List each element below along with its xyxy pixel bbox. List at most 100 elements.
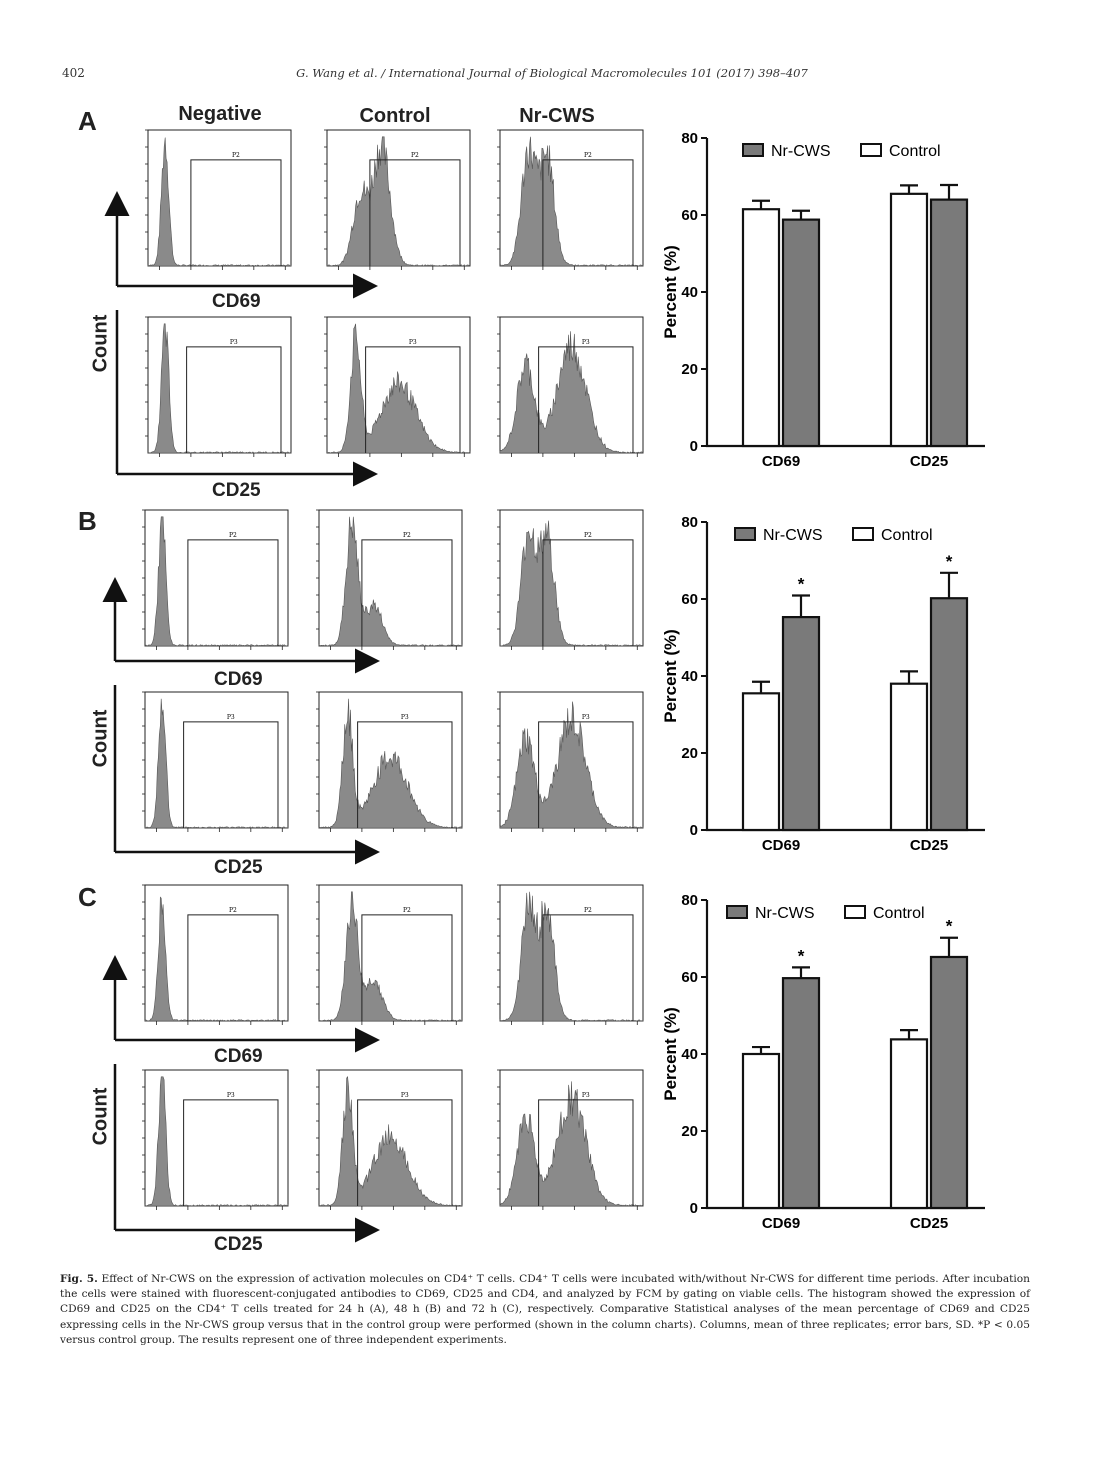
svg-text:P2: P2 <box>232 152 240 159</box>
svg-text:P3: P3 <box>401 714 409 721</box>
caption-text: Effect of Nr-CWS on the expression of ac… <box>60 1273 1030 1346</box>
svg-text:P2: P2 <box>229 907 237 914</box>
error-bar <box>900 1029 918 1040</box>
column-title-negative: Negative <box>178 103 262 125</box>
histogram-plot: P3 <box>490 690 645 840</box>
error-bar <box>900 670 918 684</box>
bar-chart-b: 0 20 40 60 80 Percent (%) * CD69 * CD25 Nr-CWS Cont… <box>655 512 995 867</box>
axis-label-cd25-b: CD25 <box>214 857 263 878</box>
bar-control-cd69 <box>741 692 781 832</box>
svg-text:P2: P2 <box>403 907 411 914</box>
category-label: CD25 <box>910 453 948 470</box>
y-tick-label: 40 <box>681 668 698 685</box>
panel-letter-b: B <box>78 506 97 536</box>
bar-control-cd69 <box>741 1052 781 1210</box>
bar-nr-cws-cd69 <box>781 615 821 832</box>
y-tick-label: 60 <box>681 591 698 608</box>
category-label: CD69 <box>762 837 800 854</box>
y-tick-label: 60 <box>681 969 698 986</box>
histogram-plot: P3 <box>138 315 293 465</box>
y-tick-label: 80 <box>681 892 698 909</box>
svg-text:P3: P3 <box>582 714 590 721</box>
category-label: CD25 <box>910 837 948 854</box>
histogram-plot: P2 <box>309 508 464 658</box>
page-header: 402 G. Wang et al. / International Journ… <box>62 66 1042 84</box>
panel-letter-a: A <box>78 106 97 136</box>
bar-nr-cws-cd69 <box>781 977 821 1210</box>
histogram-plot: P3 <box>490 315 645 465</box>
error-bar <box>752 199 770 210</box>
svg-text:P2: P2 <box>411 152 419 159</box>
svg-text:P3: P3 <box>409 339 417 346</box>
legend-label: Control <box>873 905 925 922</box>
axis-label-cd69-a: CD69 <box>212 291 261 312</box>
legend-label: Control <box>881 527 933 544</box>
error-bar <box>792 209 810 220</box>
error-bar <box>752 1045 770 1054</box>
legend-label: Control <box>889 143 941 160</box>
bar-chart-c: 0 20 40 60 80 Percent (%) * CD69 * CD25 Nr-CWS Cont… <box>655 890 995 1245</box>
journal-citation: G. Wang et al. / International Journal o… <box>296 66 808 80</box>
histogram-plot: P3 <box>490 1068 645 1218</box>
category-label: CD25 <box>910 1215 948 1232</box>
axis-label-cd25-c: CD25 <box>214 1234 263 1255</box>
axis-label-cd69-c: CD69 <box>214 1046 263 1067</box>
y-tick-label: 20 <box>681 1123 698 1140</box>
histogram-plot: P3 <box>309 1068 464 1218</box>
legend-swatch <box>844 905 866 919</box>
y-tick-label: 20 <box>681 361 698 378</box>
legend-swatch <box>860 143 882 157</box>
svg-text:P2: P2 <box>584 532 592 539</box>
svg-text:P3: P3 <box>230 339 238 346</box>
histogram-plot: P3 <box>135 690 290 840</box>
bar-nr-cws-cd25 <box>929 955 969 1210</box>
y-tick-label: 80 <box>681 130 698 147</box>
legend-swatch <box>852 527 874 541</box>
bar-control-cd25 <box>889 682 929 832</box>
histogram-plot: P2 <box>135 883 290 1033</box>
y-tick-label: 80 <box>681 514 698 531</box>
significance-marker: * <box>946 917 953 936</box>
histogram-plot: P3 <box>317 315 472 465</box>
category-label: CD69 <box>762 453 800 470</box>
y-tick-label: 40 <box>681 284 698 301</box>
histogram-plot: P2 <box>309 883 464 1033</box>
y-tick-label: 60 <box>681 207 698 224</box>
histogram-plot: P3 <box>309 690 464 840</box>
significance-marker: * <box>798 946 805 965</box>
significance-marker: * <box>946 552 953 571</box>
svg-text:P3: P3 <box>227 1092 235 1099</box>
svg-text:P3: P3 <box>401 1092 409 1099</box>
column-title-nr-cws: Nr-CWS <box>519 105 595 127</box>
svg-text:P2: P2 <box>403 532 411 539</box>
axis-label-cd25-a: CD25 <box>212 480 261 501</box>
error-bar <box>940 183 958 200</box>
histogram-plot: P2 <box>490 508 645 658</box>
y-axis-label: Percent (%) <box>661 1007 680 1101</box>
y-tick-label: 0 <box>690 1200 698 1217</box>
legend-label: Nr-CWS <box>771 143 831 160</box>
figure-caption: Fig. 5. Effect of Nr-CWS on the expressi… <box>60 1272 1030 1348</box>
y-tick-label: 20 <box>681 745 698 762</box>
error-bar <box>940 936 958 957</box>
svg-text:P2: P2 <box>229 532 237 539</box>
legend-swatch <box>734 527 756 541</box>
legend-label: Nr-CWS <box>763 527 823 544</box>
histogram-plot: P2 <box>490 128 645 278</box>
legend-swatch <box>726 905 748 919</box>
histogram-plot: P2 <box>135 508 290 658</box>
y-axis-label: Percent (%) <box>661 245 680 339</box>
y-tick-label: 0 <box>690 822 698 839</box>
column-title-control: Control <box>359 105 431 127</box>
error-bar <box>940 571 958 599</box>
page-number: 402 <box>62 66 85 80</box>
error-bar <box>792 966 810 979</box>
significance-marker: * <box>798 575 805 594</box>
bar-control-cd25 <box>889 192 929 448</box>
error-bar <box>752 680 770 694</box>
svg-text:P3: P3 <box>227 714 235 721</box>
svg-text:P3: P3 <box>582 1092 590 1099</box>
axis-label-cd69-b: CD69 <box>214 669 263 690</box>
histogram-plot: P2 <box>490 883 645 1033</box>
bar-nr-cws-cd25 <box>929 597 969 832</box>
